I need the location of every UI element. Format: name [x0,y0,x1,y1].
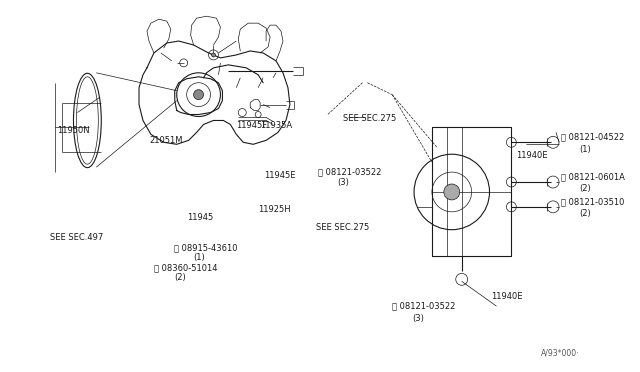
Text: A/93*000·: A/93*000· [541,348,580,357]
Text: (3): (3) [412,314,424,323]
Text: 11945E: 11945E [264,171,296,180]
Text: (1): (1) [579,145,591,154]
Circle shape [444,184,460,200]
Circle shape [194,90,204,100]
Text: Ⓑ 08121-03510: Ⓑ 08121-03510 [561,198,625,206]
Text: ⓜ 08915-43610: ⓜ 08915-43610 [174,243,237,252]
Text: SEE SEC.275: SEE SEC.275 [316,223,369,232]
Text: (3): (3) [337,177,349,186]
Text: SEE SEC.275: SEE SEC.275 [342,114,396,123]
Text: (2): (2) [579,185,591,193]
Text: Ⓑ 08121-0601A: Ⓑ 08121-0601A [561,173,625,182]
Text: Ⓞ 08121-03522: Ⓞ 08121-03522 [392,302,456,311]
Text: 11925H: 11925H [258,205,291,214]
Text: 21051M: 21051M [149,136,182,145]
Circle shape [211,53,216,57]
Text: (2): (2) [579,209,591,218]
Text: 11940E: 11940E [492,292,523,301]
Text: 11945: 11945 [187,213,213,222]
Text: 11950N: 11950N [58,126,90,135]
Text: 11945F: 11945F [236,121,268,130]
Text: Ⓢ 08360-51014: Ⓢ 08360-51014 [154,263,218,272]
Text: 11940E: 11940E [516,151,548,160]
Text: 11935A: 11935A [260,121,292,130]
Text: SEE SEC.497: SEE SEC.497 [50,233,103,242]
Text: Ⓑ 08121-03522: Ⓑ 08121-03522 [317,168,381,177]
Text: (2): (2) [174,273,186,282]
Text: (1): (1) [194,253,205,262]
Text: Ⓑ 08121-04522: Ⓑ 08121-04522 [561,133,624,142]
